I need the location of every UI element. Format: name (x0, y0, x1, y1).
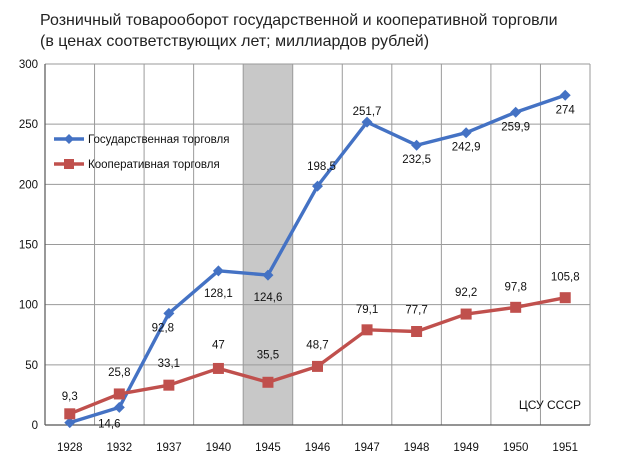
data-label-gov: 251,7 (353, 106, 382, 118)
x-tick-label: 1928 (57, 442, 83, 454)
data-label-gov: 242,9 (452, 142, 481, 154)
data-label-coop: 9,3 (62, 391, 78, 403)
x-tick-label: 1949 (453, 442, 479, 454)
legend-marker-0 (64, 134, 74, 144)
y-tick-label: 0 (32, 420, 38, 432)
y-tick-label: 50 (25, 360, 38, 372)
x-tick-label: 1937 (156, 442, 182, 454)
x-tick-label: 1932 (107, 442, 133, 454)
data-label-coop: 48,7 (306, 339, 328, 351)
x-tick-label: 1951 (552, 442, 578, 454)
y-tick-label: 100 (19, 300, 38, 312)
source-label: ЦСУ СССР (519, 398, 581, 412)
y-tick-label: 200 (19, 179, 38, 191)
y-tick-label: 300 (19, 59, 38, 71)
data-point-1-1 (113, 388, 125, 400)
data-point-0-8 (460, 127, 472, 139)
x-tick-label: 1945 (255, 442, 281, 454)
data-label-gov: 232,5 (402, 154, 431, 166)
x-tick-label: 1950 (503, 442, 529, 454)
legend-marker-1 (64, 159, 74, 169)
data-label-gov: 92,8 (152, 322, 174, 334)
data-label-coop: 97,8 (504, 281, 526, 293)
x-tick-label: 1948 (404, 442, 430, 454)
data-label-coop: 77,7 (405, 305, 427, 317)
y-tick-label: 250 (19, 119, 38, 131)
data-point-0-9 (510, 106, 522, 118)
data-point-1-8 (460, 308, 472, 320)
data-point-1-6 (361, 324, 373, 336)
x-tick-label: 1947 (354, 442, 380, 454)
x-tick-label: 1946 (305, 442, 331, 454)
data-point-1-10 (559, 292, 571, 304)
data-point-0-10 (559, 89, 571, 101)
data-point-0-7 (411, 139, 423, 151)
data-label-coop: 35,5 (257, 349, 279, 361)
data-label-gov: 124,6 (254, 292, 283, 304)
data-label-coop: 25,8 (108, 367, 130, 379)
legend-label-0: Государственная торговля (88, 134, 229, 146)
data-label-coop: 92,2 (455, 287, 477, 299)
data-point-1-4 (262, 376, 274, 388)
data-point-0-0 (64, 417, 76, 429)
data-label-coop: 47 (212, 339, 225, 351)
data-label-gov: 128,1 (204, 288, 233, 300)
data-label-gov: 259,9 (501, 121, 530, 133)
data-point-0-3 (212, 265, 224, 277)
y-tick-label: 150 (19, 240, 38, 252)
chart-title: Розничный товарооборот государственной и… (40, 10, 600, 52)
data-point-0-4 (262, 269, 274, 281)
data-point-1-3 (212, 362, 224, 374)
data-label-gov: 198,5 (307, 161, 336, 173)
data-point-1-9 (510, 301, 522, 313)
data-point-0-6 (361, 116, 373, 128)
data-label-coop: 33,1 (158, 358, 180, 370)
x-tick-label: 1940 (206, 442, 232, 454)
data-point-1-7 (411, 326, 423, 338)
data-point-0-1 (113, 401, 125, 413)
data-label-gov: 274 (556, 104, 576, 116)
data-point-1-0 (64, 408, 76, 420)
data-label-gov: 14,6 (98, 418, 120, 430)
data-point-1-2 (163, 379, 175, 391)
legend-label-1: Кооперативная торговля (88, 159, 220, 171)
data-label-coop: 79,1 (356, 304, 378, 316)
chart-title-line2: (в ценах соответствующих лет; миллиардов… (40, 33, 430, 50)
chart-title-line1: Розничный товарооборот государственной и… (40, 12, 558, 29)
data-point-0-5 (312, 180, 323, 192)
data-point-1-5 (312, 360, 323, 372)
data-point-0-2 (163, 307, 175, 319)
data-label-coop: 105,8 (551, 272, 580, 284)
